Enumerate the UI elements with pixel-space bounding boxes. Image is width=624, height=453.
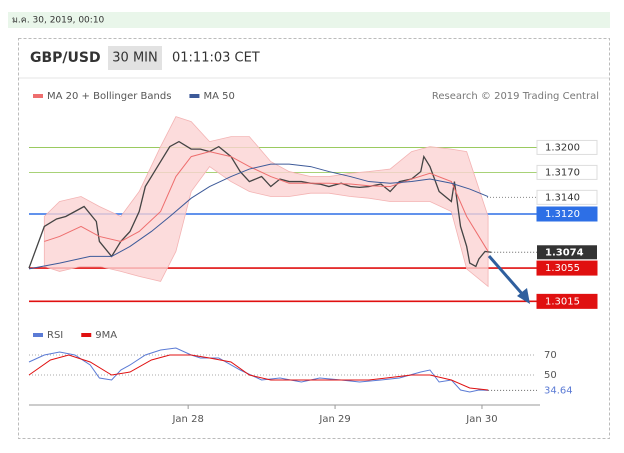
series-line — [28, 163, 489, 270]
legend-swatch — [33, 94, 43, 98]
series-line — [44, 151, 489, 252]
level-label-box — [536, 293, 598, 309]
x-tick-label: Jan 28 — [171, 414, 203, 425]
legend-label: RSI — [47, 330, 63, 341]
interval: 30 MIN — [112, 51, 157, 66]
x-tick-label: Jan 29 — [318, 414, 350, 425]
legend-swatch — [81, 333, 92, 337]
forecast-arrow — [487, 255, 526, 297]
level-label: 1.3140 — [545, 192, 580, 203]
current-label-box — [537, 245, 597, 260]
interval-box — [108, 46, 162, 70]
clock: 01:11:03 CET — [172, 51, 260, 66]
level-label-box — [536, 139, 598, 155]
legend-label: MA 50 — [203, 91, 234, 102]
credit: Research © 2019 Trading Central — [432, 91, 599, 102]
level-label-box — [536, 164, 598, 180]
legend-label: MA 20 + Bollinger Bands — [47, 91, 171, 102]
level-label: 1.3120 — [545, 209, 580, 220]
frame — [18, 38, 610, 439]
timestamp-bar — [8, 12, 610, 28]
timestamp: ม.ค. 30, 2019, 00:10 — [12, 16, 105, 26]
bollinger-band — [43, 116, 489, 288]
level-label-box — [536, 189, 598, 205]
forecast-arrowhead — [517, 288, 530, 304]
y-tick-label: 50 — [544, 370, 557, 381]
legend-label: 9MA — [95, 330, 117, 341]
current-label: 34.64 — [544, 385, 573, 396]
series-line — [28, 354, 489, 391]
current-label: 1.3074 — [545, 247, 584, 258]
level-label: 1.3200 — [545, 142, 580, 153]
level-label: 1.3055 — [545, 263, 580, 274]
legend-swatch — [189, 94, 200, 98]
level-label: 1.3015 — [545, 296, 580, 307]
level-label-box — [536, 260, 598, 276]
series-line — [28, 140, 492, 269]
legend-swatch — [33, 333, 43, 337]
y-tick-label: 70 — [544, 350, 557, 361]
level-label-box — [536, 206, 598, 222]
symbol: GBP/USD — [30, 50, 101, 66]
x-tick-label: Jan 30 — [465, 414, 497, 425]
level-label: 1.3170 — [545, 167, 580, 178]
